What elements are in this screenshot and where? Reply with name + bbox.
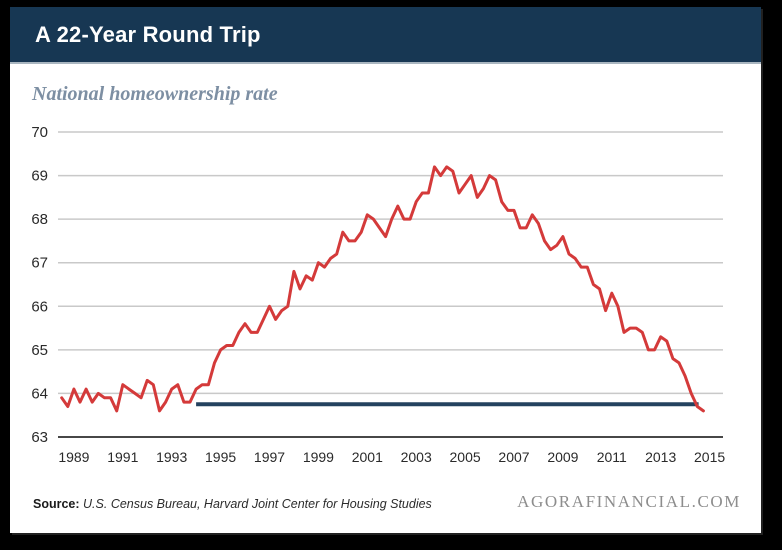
brand-wordmark: AGORAFINANCIAL.COM [517,492,741,511]
y-axis-tick-label: 65 [31,342,48,359]
y-axis-tick-label: 67 [31,255,48,272]
chart-canvas: 63 64 65 66 67 68 69 70 1989 1991 1993 1995 1997 1999… [31,124,725,465]
y-axis-tick-label: 70 [31,124,48,141]
source-text: U.S. Census Bureau, Harvard Joint Center… [83,497,432,511]
x-axis-tick-label: 2009 [547,449,578,465]
chart-subtitle: National homeownership rate [32,83,278,105]
x-axis-tick-label: 2013 [645,449,676,465]
page-title: A 22-Year Round Trip [35,21,261,47]
homeownership-rate-line [60,165,705,413]
x-axis-tick-label: 1989 [58,449,89,465]
chart-footer: Source: U.S. Census Bureau, Harvard Join… [10,487,761,527]
source-note: Source: U.S. Census Bureau, Harvard Join… [33,497,432,511]
x-axis-tick-label: 2003 [401,449,432,465]
x-axis-tick-label: 2015 [694,449,725,465]
y-axis-tick-label: 64 [31,385,48,402]
x-axis-tick-label: 1991 [107,449,138,465]
source-label: Source: [33,497,80,511]
x-axis-tick-label: 1997 [254,449,285,465]
x-axis-tick-label: 1993 [156,449,187,465]
x-axis-tick-label: 2011 [597,449,627,465]
y-axis-tick-label: 69 [31,168,48,185]
chart-header: A 22-Year Round Trip [10,7,761,64]
x-axis-tick-label: 2001 [352,449,383,465]
x-axis-tick-label: 2007 [498,449,529,465]
y-axis-tick-label: 63 [31,429,48,446]
x-axis-tick-label: 2005 [450,449,481,465]
y-axis-tick-label: 66 [31,298,48,315]
x-axis-tick-label: 1995 [205,449,236,465]
chart-card: A 22-Year Round Trip National homeowners… [10,7,761,533]
x-axis-tick-label: 1999 [303,449,334,465]
y-axis-tick-label: 68 [31,211,48,228]
